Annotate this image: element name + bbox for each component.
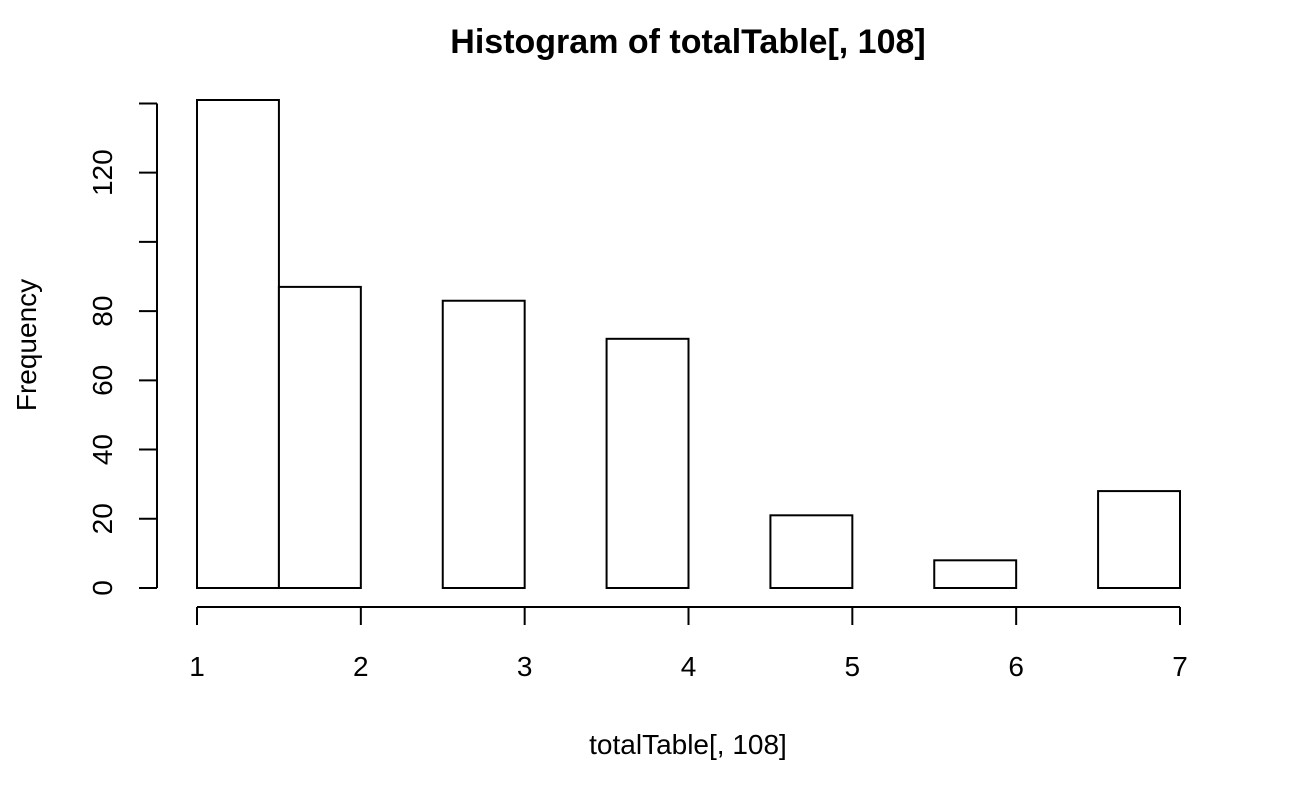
histogram-bar [769,514,854,590]
x-tick-label: 4 [681,651,697,682]
y-tick-label: 60 [87,365,118,396]
x-axis-label: totalTable[, 108] [589,729,787,760]
x-tick-label: 6 [1008,651,1024,682]
x-tick-label: 5 [845,651,861,682]
histogram-bar [933,559,1018,590]
y-tick-label: 20 [87,503,118,534]
x-tick-label: 1 [189,651,205,682]
histogram-bar [1097,490,1182,589]
y-tick-label: 0 [87,580,118,596]
histogram-bar [605,337,690,589]
y-tick-label: 80 [87,296,118,327]
bars-group [196,99,1182,590]
histogram-bar [196,99,280,589]
chart-title: Histogram of totalTable[, 108] [450,23,925,61]
y-tick-label: 120 [87,149,118,196]
x-tick-label: 2 [353,651,369,682]
x-tick-label: 7 [1172,651,1188,682]
histogram-bar [441,299,526,589]
x-tick-label: 3 [517,651,533,682]
y-axis: 0 20 40 60 80 120 [87,102,158,596]
x-axis: 1 2 3 4 5 6 7 [189,606,1188,682]
y-tick-label: 40 [87,434,118,465]
histogram-bar [277,285,362,589]
y-axis-label: Frequency [11,279,42,411]
